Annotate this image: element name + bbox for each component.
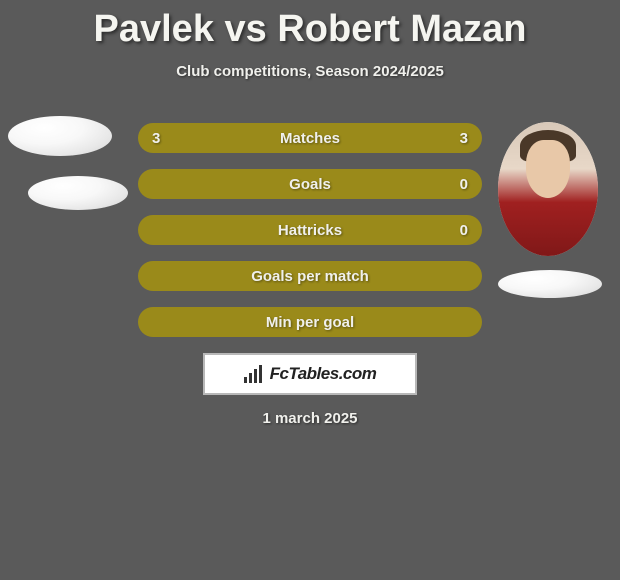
stat-right-value: 0 <box>460 222 468 239</box>
page-title: Pavlek vs Robert Mazan <box>0 0 620 51</box>
stat-label: Hattricks <box>278 222 342 239</box>
avatar-ellipse-2 <box>28 176 128 210</box>
stat-label: Goals per match <box>251 268 369 285</box>
stat-left-value: 3 <box>152 130 160 147</box>
stat-row-hattricks: Hattricks 0 <box>138 215 482 245</box>
stat-right-value: 0 <box>460 176 468 193</box>
stat-row-goals: Goals 0 <box>138 169 482 199</box>
stat-label: Min per goal <box>266 314 354 331</box>
stat-row-min-per-goal: Min per goal <box>138 307 482 337</box>
avatar-ellipse-3 <box>498 270 602 298</box>
subtitle: Club competitions, Season 2024/2025 <box>0 63 620 80</box>
stat-row-goals-per-match: Goals per match <box>138 261 482 291</box>
stat-row-matches: 3 Matches 3 <box>138 123 482 153</box>
player-right-avatar <box>498 122 602 298</box>
stat-label: Goals <box>289 176 331 193</box>
chart-icon <box>244 365 266 383</box>
stat-right-value: 3 <box>460 130 468 147</box>
brand-name: FcTables.com <box>270 364 377 384</box>
footer-brand-logo: FcTables.com <box>203 353 417 395</box>
date-label: 1 march 2025 <box>0 410 620 427</box>
player-photo <box>498 122 598 256</box>
player-left-avatar <box>8 116 128 210</box>
stat-label: Matches <box>280 130 340 147</box>
avatar-ellipse-1 <box>8 116 112 156</box>
stats-container: 3 Matches 3 Goals 0 Hattricks 0 Goals pe… <box>138 123 482 353</box>
